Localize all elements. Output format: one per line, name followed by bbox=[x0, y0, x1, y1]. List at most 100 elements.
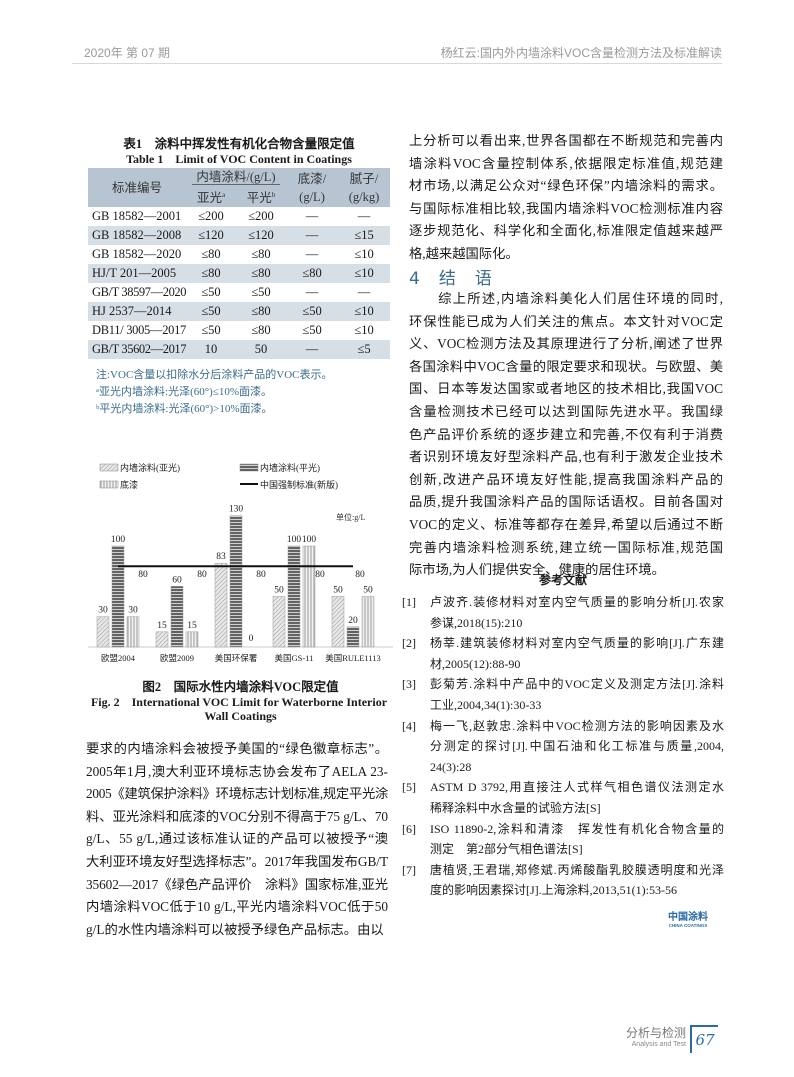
line-label: 80 bbox=[315, 570, 325, 580]
table-cell: GB 18582—2008 bbox=[88, 226, 186, 246]
table-cell: ≤50 bbox=[286, 302, 339, 322]
reference-item: [1] 卢波齐.装修材料对室内空气质量的影响分析[J].农家 参谋,2018(15)… bbox=[402, 592, 724, 633]
table-cell: ≤120 bbox=[236, 226, 287, 246]
table-cell: HJ 2537—2014 bbox=[88, 302, 186, 322]
text-line: 各国涂料中VOC含量的限定要求和现状。与欧盟、美 bbox=[409, 358, 723, 374]
bar bbox=[302, 545, 316, 648]
text-line: 逐步规范化、科学化和全面化,标准限定值越来越严 bbox=[409, 223, 723, 239]
table-cell: ≤10 bbox=[354, 323, 374, 338]
reference-text: 卢波齐.装修材料对室内空气质量的影响分析[J].农家 参谋,2018(15):21… bbox=[430, 592, 724, 633]
bar bbox=[272, 596, 286, 648]
logo-cn: 中国涂料 bbox=[668, 912, 708, 923]
bar bbox=[229, 515, 243, 648]
reference-number: [3] bbox=[402, 677, 416, 692]
table-cell: — bbox=[286, 340, 339, 360]
data-label: 30 bbox=[128, 606, 138, 616]
table-row: GB/T 35602—2017 10 50— ≤5 bbox=[88, 340, 391, 360]
reference-text: 彭菊芳.涂料中产品中的VOC定义及测定方法[J].涂料 工业,2004,34(1)… bbox=[430, 674, 724, 715]
table-footnote-b: ᵇ平光内墙涂料:光泽(60°)>10%面漆。 bbox=[96, 403, 273, 415]
col-primer: 底漆/ (g/L) bbox=[286, 168, 339, 208]
table-cell: — bbox=[305, 209, 319, 224]
reference-line: ASTM D 3792,用直接注人式样气相色谱仪法测定水 bbox=[430, 780, 724, 795]
reference-line: 材,2005(12):88-90 bbox=[430, 656, 521, 671]
reference-text: 杨莘.建筑装修材料对室内空气质量的影响[J].广东建 材,2005(12):88-… bbox=[430, 633, 724, 674]
bar bbox=[170, 586, 184, 648]
footer-section: 分析与检测 Analysis and Test bbox=[610, 1024, 686, 1048]
reference-line: ISO 11890-2,涂料和清漆 挥发性有机化合物含量的 bbox=[430, 821, 724, 836]
data-label: 100 bbox=[111, 535, 126, 545]
table-row: GB/T 38597—2020 ≤50 ≤50 — — bbox=[88, 283, 390, 302]
category-label: 欧盟2004 bbox=[101, 653, 136, 663]
section-heading: 4 结 语 bbox=[409, 264, 493, 289]
table-cell: — bbox=[305, 285, 319, 300]
table-cell: ≤200 bbox=[198, 209, 224, 224]
table-row: HJ 2537—2014 ≤50 ≤80 ≤50 ≤10 bbox=[88, 302, 391, 322]
figure-caption-en-1: Fig. 2 International VOC Limit for Water… bbox=[90, 695, 388, 709]
logo-en: CHINA COATINGS bbox=[668, 923, 708, 928]
reference-item: [4] 梅一飞,赵敦忠.涂料中VOC检测方法的影响因素及水 分测定的探讨[J].中国… bbox=[402, 716, 724, 778]
footer-section-cn: 分析与检测 bbox=[625, 1026, 686, 1040]
col-putty: 腻子/ (g/kg) bbox=[338, 168, 391, 208]
header-article-title: 杨红云:国内外内墙涂料VOC含量检测方法及标准解读 bbox=[440, 46, 722, 60]
bar bbox=[185, 631, 199, 648]
bar bbox=[361, 596, 375, 648]
flat-sup: b bbox=[271, 191, 276, 199]
table-cell: GB 18582—2020 bbox=[92, 247, 182, 262]
reference-item: [5] ASTM D 3792,用直接注人式样气相色谱仪法测定水 稀释涂料中水含量的… bbox=[402, 777, 724, 818]
bar bbox=[111, 545, 125, 648]
table-cell: 10 bbox=[186, 340, 236, 360]
text-line: 墙涂料VOC含量控制体系,依据限定标准值,规范建 bbox=[409, 155, 723, 171]
reference-line: 分测定的探讨[J].中国石油和化工标准与质量,2004, bbox=[430, 739, 724, 754]
data-label: 0 bbox=[249, 634, 254, 644]
table-cell: ≤50 bbox=[201, 285, 221, 300]
text-line: VOC的定义、标准等都存在差异,希望以后通过不断 bbox=[409, 516, 723, 532]
table-cell: ≤120 bbox=[186, 226, 236, 246]
data-label: 60 bbox=[172, 575, 182, 585]
table-cell: — bbox=[357, 209, 371, 224]
voc-limit-table: 标准编号 内墙涂料/(g/L) 底漆/ (g/L) 腻子/ (g/kg) 亚光a 平… bbox=[88, 168, 391, 360]
text-line: 义、VOC检测方法及其原理进行了分析,阐述了世界 bbox=[409, 336, 723, 352]
table-cell: ≤10 bbox=[338, 264, 391, 284]
table-row: GB 18582—2001 ≤200 ≤200 — — bbox=[88, 207, 390, 226]
bar bbox=[346, 626, 360, 648]
table-cell: ≤15 bbox=[338, 226, 391, 246]
data-label: 100 bbox=[287, 535, 302, 545]
line-label: 80 bbox=[256, 570, 266, 580]
section-number: 4 bbox=[409, 269, 421, 289]
text-line: 完善内墙涂料检测系统,建立统一国际标准,规范国 bbox=[409, 539, 723, 555]
text-line: 2005《建筑保护涂料》环境标志计划标准,规定平光涂 bbox=[86, 786, 388, 802]
primer-unit: (g/L) bbox=[299, 189, 325, 204]
reference-number: [5] bbox=[402, 780, 416, 795]
data-label: 15 bbox=[157, 621, 167, 631]
table-cell: ≤50 bbox=[251, 285, 271, 300]
reference-number: [4] bbox=[402, 718, 416, 733]
flat-label: 平光 bbox=[246, 191, 272, 206]
table-cell: GB/T 35602—2017 bbox=[88, 340, 186, 360]
text-line: 含量检测技术已经可以达到国际先进水平。我国绿 bbox=[409, 403, 723, 419]
table-cell: — bbox=[286, 226, 339, 246]
text-line: 者识别环境友好型涂料产品,也有利于激发企业技术 bbox=[409, 449, 723, 465]
left-column-paragraph: 要求的内墙涂料会被授予美国的“绿色徽章标志”。 2005年1月,澳大利亚环境标志协… bbox=[86, 738, 388, 941]
figure-caption-en-2: Wall Coatings bbox=[204, 709, 277, 723]
text-line: 内墙涂料VOC低于10 g/L,平光内墙涂料VOC低于50 bbox=[86, 899, 388, 915]
legend-label: 内墙涂料(平光) bbox=[260, 462, 320, 473]
bar bbox=[155, 631, 169, 648]
table-caption-cn: 表1 涂料中挥发性有机化合物含量限定值 bbox=[123, 137, 355, 151]
table-cell: ≤200 bbox=[248, 209, 274, 224]
reference-number: [1] bbox=[402, 595, 416, 609]
putty-label: 腻子/ bbox=[349, 171, 379, 186]
data-label: 15 bbox=[187, 621, 197, 631]
table-cell: ≤80 bbox=[236, 264, 287, 284]
bar bbox=[331, 596, 345, 648]
text-line: 35602—2017《绿色产品评价 涂料》国家标准,亚光 bbox=[86, 876, 388, 892]
reference-line: 度的影响因素探讨[J].上海涂料,2013,51(1):53-56 bbox=[430, 883, 677, 898]
category-label: 美国GS-11 bbox=[275, 653, 314, 663]
table-row: GB 18582—2008 ≤120 ≤120— ≤15 bbox=[88, 226, 391, 246]
table-cell: ≤10 bbox=[338, 302, 391, 322]
line-label: 80 bbox=[197, 570, 207, 580]
table-cell: ≤50 bbox=[201, 323, 221, 338]
reference-line: 稀释涂料中水含量的试验方法[S] bbox=[430, 800, 601, 815]
references-title: 参考文献 bbox=[538, 573, 587, 587]
data-label: 83 bbox=[216, 552, 226, 562]
conclusion-paragraph: 综上所述,内墙涂料美化人们居住环境的同时, 环保性能已成为人们关注的焦点。本文针对… bbox=[409, 288, 723, 582]
